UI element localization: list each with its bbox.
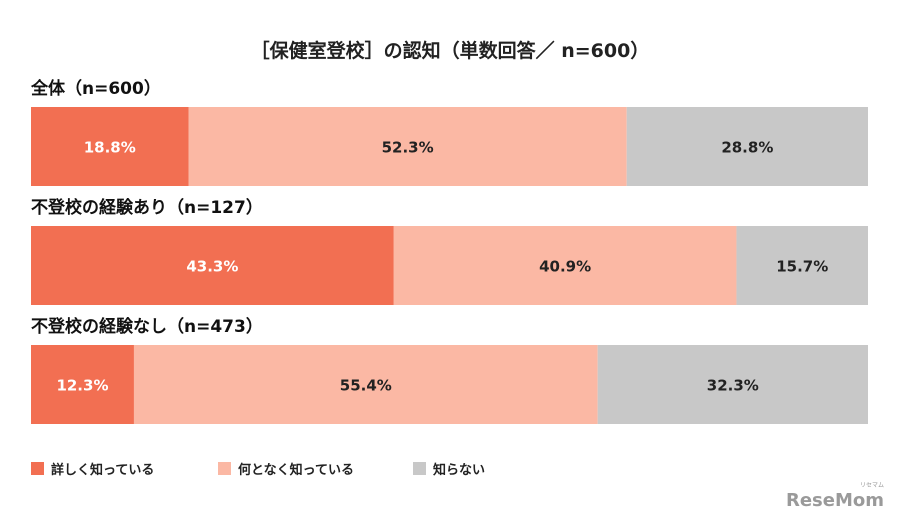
bar-segment [597,345,868,424]
data-label: 28.8% [721,139,773,157]
row-label: 不登校の経験あり（n=127） [31,197,263,218]
data-label: 43.3% [186,258,238,276]
legend-label: 知らない [433,462,485,478]
chart-title: ［保健室登校］の認知（単数回答／ n=600） [251,39,650,62]
data-label: 32.3% [707,377,759,395]
data-label: 40.9% [539,258,591,276]
bar-segment [31,226,394,305]
bar-segment [626,107,868,186]
bar-rows: 全体（n=600） 18.8% 52.3% 28.8% 不登校の経験あり（n=127） 4… [30,78,868,424]
data-label: 52.3% [382,139,434,157]
legend-label: 何となく知っている [238,462,354,478]
watermark-text: ReseMom [786,490,884,511]
bar-segment [133,345,598,424]
row-label: 全体（n=600） [30,78,161,99]
legend: 詳しく知っている 何となく知っている 知らない [31,462,485,478]
data-label: 55.4% [340,377,392,395]
legend-swatch [218,462,231,475]
data-label: 15.7% [776,258,828,276]
watermark-logo: ReseMom リセマム [786,482,884,511]
bar-segment [736,226,868,305]
bar-segment [393,226,737,305]
bar-segment [31,345,134,424]
row-label: 不登校の経験なし（n=473） [31,316,263,337]
legend-label: 詳しく知っている [51,462,154,478]
data-label: 12.3% [56,377,108,395]
watermark-small-text: リセマム [860,482,884,489]
bar-segment [188,107,627,186]
data-label: 18.8% [84,139,136,157]
bar-segment [31,107,189,186]
legend-swatch [413,462,426,475]
legend-swatch [31,462,44,475]
